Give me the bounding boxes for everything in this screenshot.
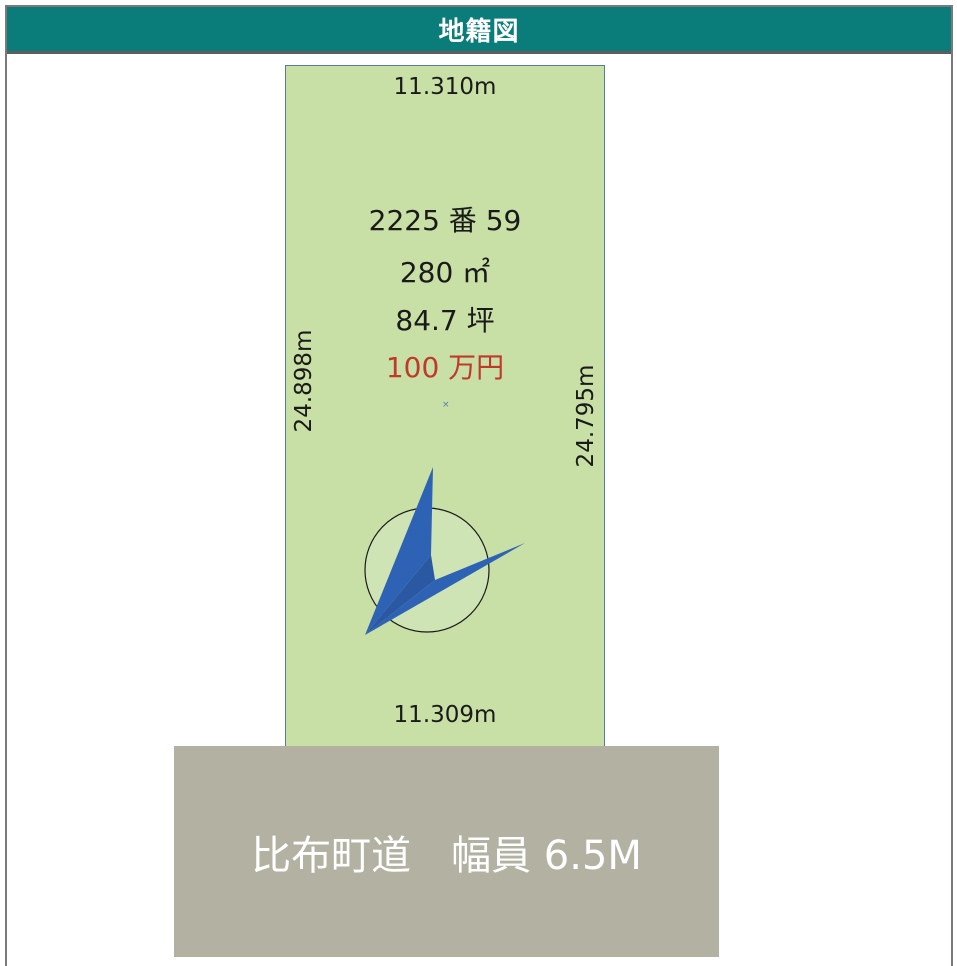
area-square-meters: 280 ㎡ [399,256,491,289]
dimension-bottom: 11.309m [393,702,497,728]
road: 比布町道 幅員 6.5M [174,746,719,957]
price: 100 万円 [385,351,505,384]
center-mark: × [442,400,450,410]
map-frame [5,5,953,966]
area-tsubo: 84.7 坪 [395,304,495,337]
compass-arrow-join [365,555,435,635]
lot-number: 2225 番 59 [368,204,522,237]
north-arrow-icon [364,467,525,635]
land-parcel: 11.310m 24.898m 24.795m 11.309m 2225 番 5… [285,65,605,747]
compass-east-arrow [365,543,525,635]
dimension-top: 11.310m [393,74,497,100]
page-title: 地籍図 [438,16,520,47]
title-bar: 地籍図 [7,7,951,54]
road-label: 比布町道 幅員 6.5M [251,832,642,879]
compass-north-arrow [365,467,433,635]
